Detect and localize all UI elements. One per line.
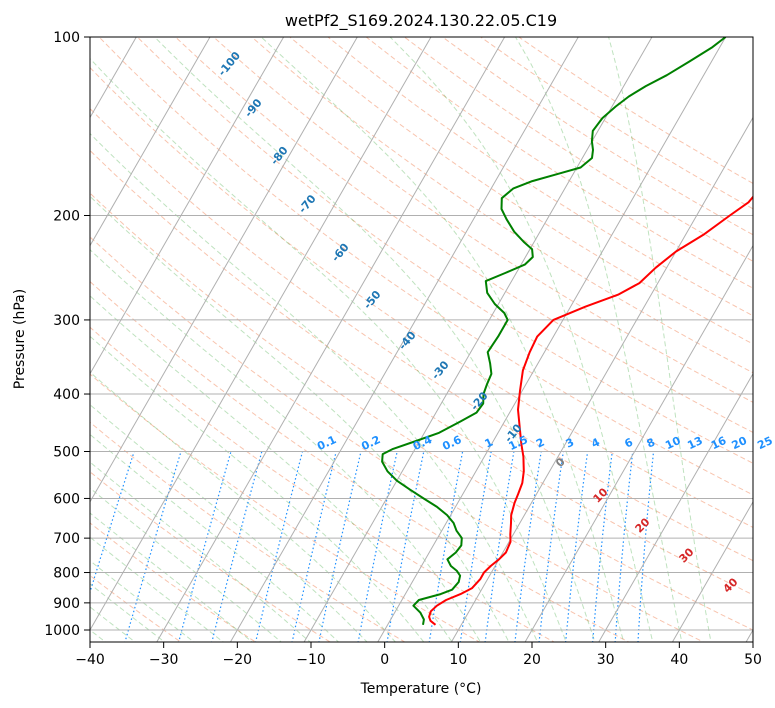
x-tick-label: −20 <box>223 652 253 668</box>
sounding-lines <box>381 37 753 626</box>
isotherm-line <box>156 37 506 642</box>
moist-adiabat-line <box>90 461 311 642</box>
y-tick-label: 600 <box>53 491 80 507</box>
chart-title: wetPf2_S169.2024.130.22.05.C19 <box>285 11 557 31</box>
plot-background <box>90 37 753 642</box>
y-axis-label: Pressure (hPa) <box>12 289 28 389</box>
isotherm-line <box>524 244 753 642</box>
isotherm-line <box>90 37 432 632</box>
y-tick-label: 800 <box>53 566 80 582</box>
y-tick-label: 1000 <box>44 623 80 639</box>
dry-adiabat-line <box>90 522 257 642</box>
dry-adiabat-line <box>175 37 753 433</box>
y-axis: 1000 900 800 700 600 500 400 300 200 100 <box>44 30 90 639</box>
x-axis: −40 −30 −20 −10 0 10 20 30 40 50 <box>75 642 762 668</box>
x-axis-label: Temperature (°C) <box>360 681 482 697</box>
x-tick-label: −10 <box>296 652 326 668</box>
moist-adiabat-line <box>90 512 254 642</box>
isotherm-line <box>598 372 753 642</box>
dry-adiabat-line <box>90 421 406 642</box>
x-tick-label: 0 <box>380 652 389 668</box>
x-tick-label: 10 <box>449 652 467 668</box>
dry-adiabat-line <box>136 37 753 464</box>
plot-frame <box>89 36 754 643</box>
y-tick-label: 700 <box>53 531 80 547</box>
y-tick-label: 100 <box>53 30 80 46</box>
x-tick-label: 30 <box>597 652 615 668</box>
y-tick-label: 900 <box>53 596 80 612</box>
dry-adiabat-line <box>98 37 753 496</box>
isotherm-line <box>90 37 211 247</box>
mixing-ratio-label: 10 <box>663 434 683 452</box>
moist-adiabat-line <box>90 536 224 642</box>
isotherm-line <box>450 116 753 642</box>
x-tick-label: 50 <box>744 652 762 668</box>
isotherm-line <box>90 37 358 503</box>
isotherm-line <box>303 37 653 642</box>
moist-adiabat-line <box>515 37 683 642</box>
y-tick-label: 500 <box>53 444 80 460</box>
isotherm-line <box>90 37 285 375</box>
mixing-ratio-label: 25 <box>755 434 774 452</box>
sounding-series-line <box>428 195 753 626</box>
dry-adiabat-line <box>327 37 753 317</box>
x-tick-label: 40 <box>670 652 688 668</box>
isotherm-line <box>671 500 753 642</box>
y-tick-label: 400 <box>53 387 80 403</box>
y-tick-label: 200 <box>53 209 80 225</box>
isotherm-line <box>229 37 579 642</box>
isotherm-line <box>377 37 727 642</box>
mixing-ratio-label: 13 <box>685 434 704 452</box>
x-tick-label: −40 <box>75 652 105 668</box>
x-tick-label: 20 <box>523 652 541 668</box>
y-tick-label: 300 <box>53 313 80 329</box>
moist-adiabat-line <box>608 37 712 642</box>
moist-adiabat-line <box>154 37 596 642</box>
mixing-ratio-label: 16 <box>709 434 729 452</box>
pressure-gridlines <box>90 37 753 631</box>
isotherms <box>0 24 753 655</box>
x-tick-label: −30 <box>149 652 179 668</box>
dry-adiabat-line <box>90 574 182 642</box>
sounding-series-line <box>381 37 727 625</box>
mixing-ratio-label: 20 <box>730 434 750 452</box>
isotherm-line <box>0 24 70 655</box>
